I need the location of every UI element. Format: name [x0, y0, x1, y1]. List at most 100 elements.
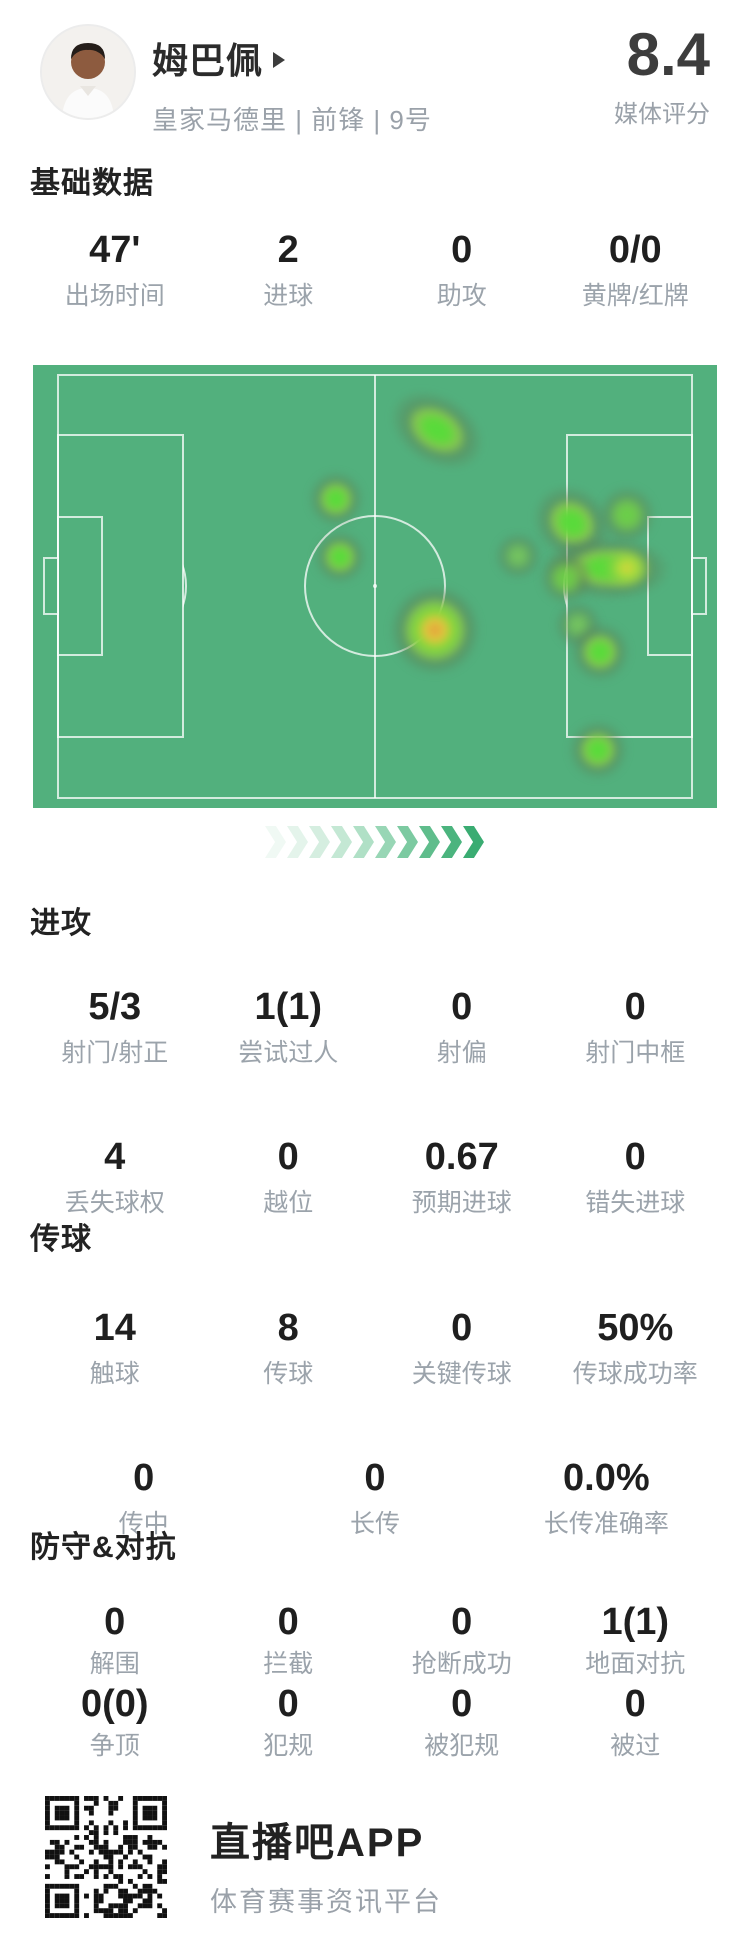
- stat-尝试过人: 1(1) 尝试过人: [202, 985, 376, 1067]
- passing-stats-grid: 14 触球 8 传球 0 关键传球 50% 传球成功率 0 传中 0 长传 0.0% 长传准确率: [0, 1306, 750, 1606]
- expand-triangle-icon: [273, 52, 286, 68]
- stat-label: 传中: [118, 1510, 169, 1538]
- heat-blob-1: [373, 371, 502, 489]
- media-rating-label: 媒体评分: [614, 101, 710, 128]
- chevron-right-icon: [375, 826, 396, 858]
- stat-value: 0: [624, 1683, 646, 1725]
- stat-value: 0.67: [424, 1136, 499, 1178]
- stat-value: 0(0): [80, 1683, 149, 1725]
- heat-blob-7: [493, 531, 542, 580]
- stat-地面对抗: 1(1) 地面对抗: [549, 1600, 723, 1678]
- stat-抢断成功: 0 抢断成功: [375, 1600, 549, 1678]
- stat-label: 解围: [89, 1650, 140, 1678]
- qr-code: [45, 1796, 167, 1918]
- stat-label: 被犯规: [424, 1732, 500, 1760]
- chevron-right-icon: [265, 826, 286, 858]
- team-position-number: 皇家马德里 | 前锋 | 9号: [152, 105, 432, 135]
- stat-label: 争顶: [89, 1732, 140, 1760]
- stat-label: 进球: [263, 282, 314, 310]
- basic-row-1: 47' 出场时间 2 进球 0 助攻 0/0 黄牌/红牌: [0, 228, 750, 310]
- stat-value: 0: [364, 1457, 386, 1499]
- app-name: 直播吧APP: [210, 1821, 425, 1865]
- stat-value: 0: [451, 1307, 473, 1349]
- stat-错失进球: 0 错失进球: [549, 1135, 723, 1217]
- rating-block: 8.4 媒体评分: [614, 24, 710, 129]
- chevron-right-icon: [397, 826, 418, 858]
- player-photo-placeholder: [42, 26, 134, 118]
- stat-label: 射门/射正: [61, 1039, 169, 1067]
- stat-传球: 8 传球: [202, 1306, 376, 1388]
- stat-label: 长传: [349, 1510, 400, 1538]
- stat-value: 0: [451, 986, 473, 1028]
- chevron-right-icon: [287, 826, 308, 858]
- stat-进球: 2 进球: [202, 228, 376, 310]
- attack-row-2: 4 丢失球权 0 越位 0.67 预期进球 0 错失进球: [0, 1135, 750, 1217]
- stat-射门/射正: 5/3 射门/射正: [28, 985, 202, 1067]
- stat-value: 0: [277, 1136, 299, 1178]
- player-name-row[interactable]: 姆巴佩: [152, 32, 432, 84]
- stat-拦截: 0 拦截: [202, 1600, 376, 1678]
- stat-value: 0: [451, 1683, 473, 1725]
- stat-label: 犯规: [263, 1732, 314, 1760]
- stat-label: 抢断成功: [411, 1650, 512, 1678]
- stat-value: 8: [277, 1307, 299, 1349]
- passing-row-1: 14 触球 8 传球 0 关键传球 50% 传球成功率: [0, 1306, 750, 1388]
- stat-label: 黄牌/红牌: [581, 282, 689, 310]
- section-title-passing: 传球: [30, 1223, 92, 1256]
- stat-触球: 14 触球: [28, 1306, 202, 1388]
- stat-解围: 0 解围: [28, 1600, 202, 1678]
- stat-label: 传球: [263, 1360, 314, 1388]
- momentum-chevrons: [0, 824, 750, 860]
- stat-value: 50%: [597, 1307, 674, 1349]
- stat-预期进球: 0.67 预期进球: [375, 1135, 549, 1217]
- stat-黄牌/红牌: 0/0 黄牌/红牌: [549, 228, 723, 310]
- media-rating-value: 8.4: [626, 21, 710, 88]
- stat-label: 错失进球: [585, 1189, 686, 1217]
- stat-value: 0/0: [608, 229, 662, 271]
- stat-value: 0: [624, 986, 646, 1028]
- stat-value: 4: [104, 1136, 126, 1178]
- section-title-defense: 防守&对抗: [30, 1531, 177, 1564]
- defense-row-1: 0 解围 0 拦截 0 抢断成功 1(1) 地面对抗: [0, 1600, 750, 1678]
- stat-value: 14: [93, 1307, 136, 1349]
- stat-被犯规: 0 被犯规: [375, 1682, 549, 1760]
- player-header: 姆巴佩 皇家马德里 | 前锋 | 9号 8.4 媒体评分: [40, 24, 710, 135]
- stat-value: 2: [277, 229, 299, 271]
- heatmap-layer: [33, 365, 717, 808]
- heat-blob-10: [538, 550, 594, 606]
- stat-助攻: 0 助攻: [375, 228, 549, 310]
- stat-label: 地面对抗: [585, 1650, 686, 1678]
- stat-value: 5/3: [88, 986, 142, 1028]
- stat-传中: 0 传中: [28, 1456, 259, 1538]
- heat-blob-12: [569, 621, 632, 684]
- chevron-right-icon: [419, 826, 440, 858]
- stat-长传: 0 长传: [259, 1456, 490, 1538]
- stat-越位: 0 越位: [202, 1135, 376, 1217]
- stat-label: 传球成功率: [572, 1360, 698, 1388]
- stat-label: 出场时间: [64, 282, 165, 310]
- stat-长传准确率: 0.0% 长传准确率: [491, 1456, 722, 1538]
- stat-value: 0.0%: [563, 1457, 650, 1499]
- stat-射门中框: 0 射门中框: [549, 985, 723, 1067]
- stat-value: 1(1): [254, 986, 323, 1028]
- stat-value: 0: [624, 1136, 646, 1178]
- stat-label: 长传准确率: [543, 1510, 669, 1538]
- stat-label: 被过: [610, 1732, 661, 1760]
- stat-被过: 0 被过: [549, 1682, 723, 1760]
- passing-row-2: 0 传中 0 长传 0.0% 长传准确率: [0, 1456, 750, 1538]
- app-promo-footer: 直播吧APP 体育赛事资讯平台: [45, 1796, 710, 1926]
- stat-value: 47': [89, 229, 141, 271]
- stat-value: 0: [451, 229, 473, 271]
- stat-label: 触球: [89, 1360, 140, 1388]
- heat-blob-9: [600, 544, 653, 591]
- chevron-right-icon: [463, 826, 484, 858]
- stat-射偏: 0 射偏: [375, 985, 549, 1067]
- stat-label: 关键传球: [411, 1360, 512, 1388]
- stat-传球成功率: 50% 传球成功率: [549, 1306, 723, 1388]
- basic-stats-grid: 47' 出场时间 2 进球 0 助攻 0/0 黄牌/红牌: [0, 228, 750, 378]
- stat-value: 0: [277, 1601, 299, 1643]
- chevron-right-icon: [353, 826, 374, 858]
- section-title-attack: 进攻: [30, 907, 92, 940]
- stat-value: 0: [451, 1601, 473, 1643]
- stat-label: 射偏: [436, 1039, 487, 1067]
